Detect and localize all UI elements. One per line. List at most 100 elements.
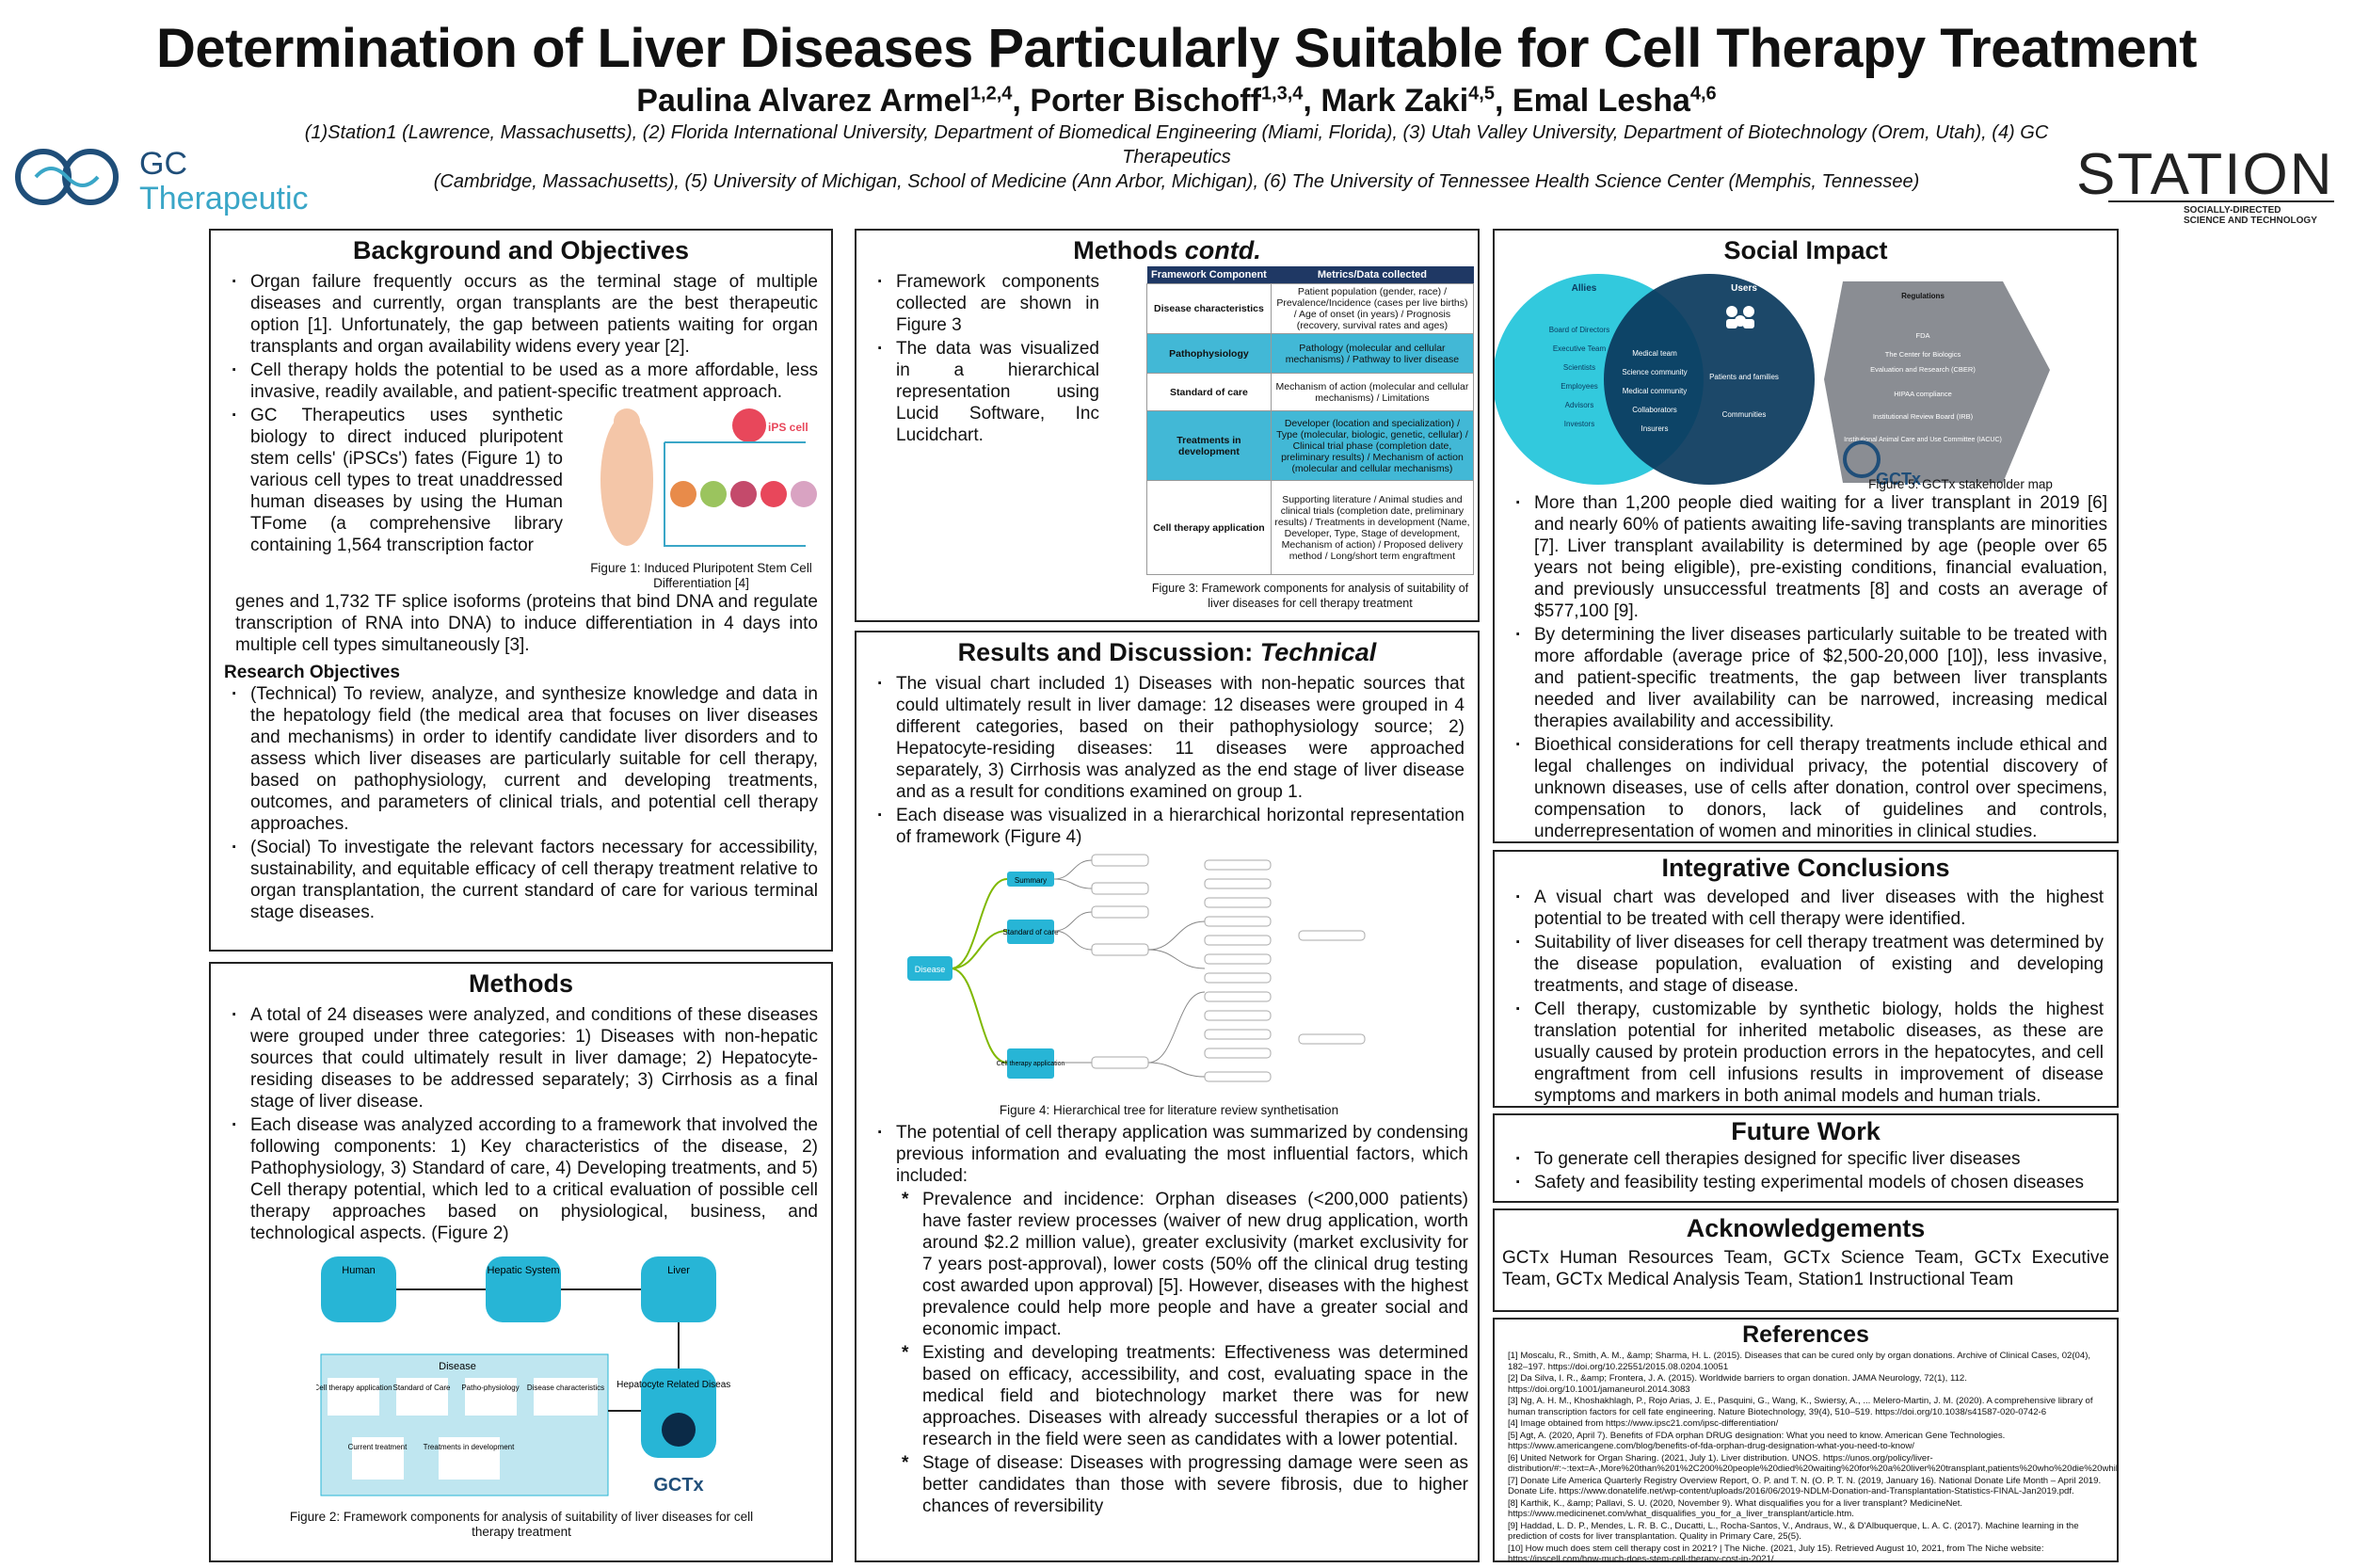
bullet-item: Suitability of liver diseases for cell t… [1508, 932, 2104, 997]
reference-item: [7] Donate Life America Quarterly Regist… [1508, 1475, 2102, 1497]
table-cell: Supporting literature / Animal studies a… [1270, 480, 1475, 575]
heading-text: contd. [1184, 236, 1261, 264]
section-heading: Integrative Conclusions [1661, 854, 1950, 882]
heading-text: Methods [1073, 236, 1178, 264]
bullet-item: The visual chart included 1) Diseases wi… [870, 673, 1465, 803]
bullet-item: GC Therapeutics uses synthetic biology t… [224, 405, 563, 556]
venn-title: Users [1731, 283, 1757, 294]
section-heading: Acknowledgements [1686, 1214, 1926, 1242]
venn-item: Medical community [1623, 387, 1687, 395]
section-heading: Methods [469, 969, 573, 998]
bullet-item: The potential of cell therapy applicatio… [870, 1122, 1468, 1187]
diagram-label: Liver [667, 1265, 690, 1276]
future-work-panel: Future Work To generate cell therapies d… [1493, 1113, 2119, 1203]
bullet-item: Each disease was analyzed according to a… [224, 1114, 818, 1244]
poster-title: Determination of Liver Diseases Particul… [156, 18, 2197, 79]
stakeholder-map: Allies Board of Directors Executive Team… [1495, 274, 2050, 488]
bullet-item: Stage of disease: Diseases with progress… [896, 1452, 1468, 1517]
author-name: Emal Lesha [1512, 83, 1690, 119]
table-cell: Mechanism of action (molecular and cellu… [1270, 373, 1475, 411]
author-name: Mark Zaki [1321, 83, 1469, 119]
diagram-label: Hepatic System [487, 1265, 559, 1276]
table-cell: Developer (location and specialization) … [1270, 410, 1475, 481]
heading-text: Results and Discussion: [957, 638, 1254, 666]
table-cell: Treatments in development [1146, 410, 1272, 481]
logo-text: SCIENCE AND TECHNOLOGY [2184, 216, 2317, 224]
social-impact-panel: Social Impact Allies Board of Directors … [1493, 229, 2119, 843]
affiliations: (1)Station1 (Lawrence, Massachusetts), (… [282, 120, 2071, 194]
framework-table: Framework Component Metrics/Data collect… [1146, 266, 1475, 575]
logo-text: STATION [2076, 142, 2333, 207]
author-list: Paulina Alvarez Armel1,2,4, Porter Bisch… [636, 83, 1717, 119]
users-icon [1726, 306, 1754, 328]
diagram-label: Patho-physiology [461, 1384, 519, 1392]
author-name: Porter Bischoff [1030, 83, 1261, 119]
bullet-item: More than 1,200 people died waiting for … [1508, 492, 2107, 622]
table-cell: Cell therapy application [1146, 480, 1272, 575]
diagram-label: GCTx [653, 1475, 703, 1496]
reference-item: [3] Ng, A. H. M., Khoshakhlagh, P., Rojo… [1508, 1396, 2093, 1417]
venn-item: Communities [1722, 410, 1767, 419]
methods-contd-panel: Methods contd. Framework components coll… [855, 229, 1480, 622]
bullet-item: (Social) To investigate the relevant fac… [224, 837, 818, 923]
reference-item: [1] Moscalu, R., Smith, A. M., &amp; Sha… [1508, 1351, 2091, 1372]
bullet-item: The data was visualized in a hierarchica… [870, 338, 1099, 446]
diagram-label: Cell therapy application [316, 1384, 392, 1392]
venn-title: Allies [1572, 283, 1597, 294]
reference-item: [8] Karthik, K., &amp; Pallavi, S. U. (2… [1508, 1497, 1963, 1520]
section-heading: Future Work [1731, 1117, 1881, 1145]
gc-logo-mark: GC Therapeutics [15, 146, 325, 216]
bullet-item: Bioethical considerations for cell thera… [1508, 734, 2107, 841]
venn-item: Medical team [1632, 349, 1677, 358]
ipsc-diagram: iPS cell [580, 405, 823, 555]
logo-text: SOCIALLY-DIRECTED [2184, 205, 2281, 216]
diagram-label: Disease characteristics [527, 1384, 604, 1392]
bullet-item: Framework components collected are shown… [870, 271, 1099, 336]
reference-item: [9] Haddad, L. D. P., Mendes, L. R. B. C… [1508, 1520, 2079, 1543]
subheading: Research Objectives [224, 663, 400, 682]
affiliations-line: (1)Station1 (Lawrence, Massachusetts), (… [304, 122, 2049, 168]
venn-title: Regulations [1901, 292, 1945, 300]
figure-caption: Figure 1: Induced Pluripotent Stem Cell … [590, 561, 812, 590]
bullet-item: Cell therapy, customizable by synthetic … [1508, 999, 2104, 1106]
diagram-label: Hepatocyte Related Diseases [616, 1380, 730, 1390]
bullet-item: Existing and developing treatments: Effe… [896, 1342, 1468, 1450]
bullet-item: Organ failure frequently occurs as the t… [224, 271, 818, 358]
diagram-label: Standard of Care [393, 1384, 451, 1392]
reference-list: [1] Moscalu, R., Smith, A. M., &amp; Sha… [1495, 1351, 2119, 1560]
reference-item: [6] United Network for Organ Sharing. (2… [1508, 1452, 2119, 1475]
reference-item: [5] Agt, A. (2020, April 7). Benefits of… [1508, 1430, 2006, 1452]
bullet-item: Prevalence and incidence: Orphan disease… [896, 1189, 1468, 1340]
reference-item: [4] Image obtained from https://www.ipsc… [1508, 1418, 1779, 1429]
bullet-item: Each disease was visualized in a hierarc… [870, 805, 1465, 848]
venn-item: Institutional Animal Care and Use Commit… [1844, 437, 2002, 443]
figure-3-table: Framework Component Metrics/Data collect… [1146, 266, 1475, 611]
tree-node: Cell therapy application [997, 1061, 1065, 1067]
methods-panel: Methods A total of 24 diseases were anal… [209, 962, 833, 1562]
reference-item: [2] Da Silva, I. R., &amp; Frontera, J. … [1508, 1373, 1967, 1395]
bullet-item: A total of 24 diseases were analyzed, an… [224, 1004, 818, 1112]
venn-item: Board of Directors [1549, 326, 1609, 334]
venn-logo: GCTx [1876, 470, 1921, 488]
section-heading: Results and Discussion: Technical [856, 638, 1478, 667]
section-heading: Background and Objectives [352, 236, 690, 264]
venn-item: Institutional Review Board (IRB) [1873, 412, 1974, 421]
table-cell: Standard of care [1146, 373, 1272, 411]
bullet-item: A visual chart was developed and liver d… [1508, 887, 2104, 930]
table-cell: Pathophysiology [1146, 333, 1272, 374]
paragraph: genes and 1,732 TF splice isoforms (prot… [235, 592, 818, 655]
bullet-item: Cell therapy holds the potential to be u… [224, 360, 818, 403]
venn-item: Insurers [1641, 424, 1669, 433]
figure-4: Disease Summary Standard of care Cell th… [904, 841, 1449, 1096]
figure-2: Human Hepatic System Liver Disease Cell … [313, 1251, 741, 1503]
figure-caption: Figure 2: Framework components for analy… [289, 1510, 754, 1539]
author-affil: 4,5 [1468, 83, 1495, 104]
diagram-label: Treatments in development [424, 1443, 515, 1451]
tree-node: Standard of care [1002, 928, 1059, 936]
author-affil: 4,6 [1689, 83, 1717, 104]
table-cell: Pathology (molecular and cellular mechan… [1270, 333, 1475, 374]
venn-item: Executive Team [1553, 344, 1607, 353]
venn-item: Employees [1561, 382, 1598, 391]
table-header: Metrics/Data collected [1271, 266, 1474, 284]
venn-item: FDA [1916, 331, 1930, 340]
